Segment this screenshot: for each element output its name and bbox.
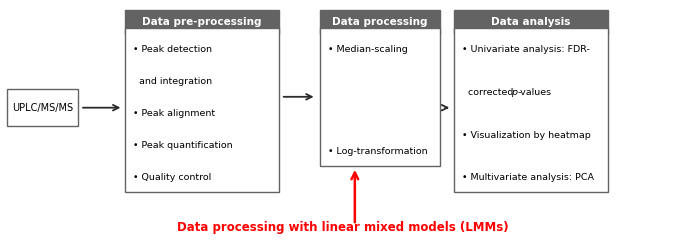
Text: • Peak alignment: • Peak alignment	[133, 109, 215, 118]
Text: Data processing with linear mixed models (LMMs): Data processing with linear mixed models…	[177, 221, 508, 234]
Text: • Peak detection: • Peak detection	[133, 45, 212, 54]
FancyBboxPatch shape	[453, 28, 608, 192]
Text: -values: -values	[517, 88, 551, 97]
Text: • Multivariate analysis: PCA: • Multivariate analysis: PCA	[462, 173, 594, 182]
Text: • Univariate analysis: FDR-: • Univariate analysis: FDR-	[462, 45, 590, 54]
Text: and integration: and integration	[133, 77, 212, 86]
FancyBboxPatch shape	[320, 10, 440, 34]
Text: p: p	[511, 88, 517, 97]
Text: • Visualization by heatmap: • Visualization by heatmap	[462, 131, 590, 140]
FancyBboxPatch shape	[7, 89, 78, 126]
FancyBboxPatch shape	[453, 10, 608, 34]
Text: corrected: corrected	[462, 88, 516, 97]
Text: Data processing: Data processing	[332, 17, 428, 27]
Text: UPLC/MS/MS: UPLC/MS/MS	[12, 103, 73, 113]
Text: • Median-scaling: • Median-scaling	[329, 45, 408, 54]
Text: Data pre-processing: Data pre-processing	[142, 17, 262, 27]
Text: • Quality control: • Quality control	[133, 173, 212, 182]
Text: Data analysis: Data analysis	[491, 17, 571, 27]
Text: • Peak quantification: • Peak quantification	[133, 141, 233, 150]
FancyBboxPatch shape	[320, 28, 440, 166]
FancyBboxPatch shape	[125, 10, 279, 34]
Text: • Log-transformation: • Log-transformation	[329, 147, 428, 156]
FancyBboxPatch shape	[125, 28, 279, 192]
